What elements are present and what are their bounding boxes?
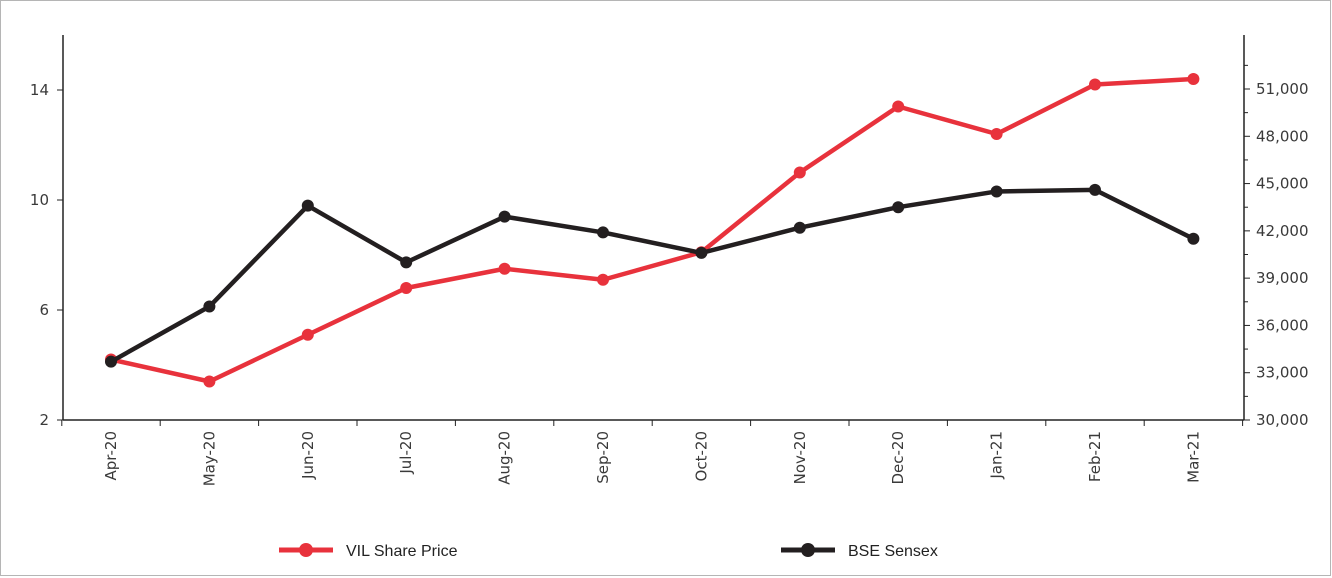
y-right-tick-label: 45,000: [1256, 175, 1309, 193]
data-point-sensex: [302, 200, 314, 212]
y-right-tick-label: 30,000: [1256, 411, 1309, 429]
legend: VIL Share Price BSE Sensex: [279, 543, 938, 560]
data-point-vil: [302, 329, 314, 341]
y-left-tick-label: 10: [30, 191, 49, 209]
x-tick-label: Aug-20: [496, 431, 514, 485]
x-tick-label: Jun-20: [299, 431, 317, 480]
data-point-vil: [1089, 79, 1101, 91]
data-point-sensex: [499, 211, 511, 223]
x-tick-label: Jan-21: [988, 431, 1006, 480]
data-point-vil: [794, 167, 806, 179]
data-point-sensex: [1089, 184, 1101, 196]
y-left-tick-label: 2: [39, 411, 49, 429]
data-point-sensex: [105, 356, 117, 368]
y-right-tick-label: 42,000: [1256, 222, 1309, 240]
data-point-sensex: [203, 301, 215, 313]
x-tick-label: Sep-20: [594, 431, 612, 484]
x-tick-label: May-20: [200, 431, 218, 486]
x-tick-label: Feb-21: [1086, 431, 1104, 482]
x-tick-label: Nov-20: [791, 431, 809, 484]
legend-item-vil: VIL Share Price: [279, 543, 458, 560]
x-tick-label: Apr-20: [102, 431, 120, 481]
y-left-tick-label: 14: [30, 81, 49, 99]
y-right-tick-label: 36,000: [1256, 316, 1309, 334]
x-tick-label: Jul-20: [397, 431, 415, 475]
data-point-vil: [400, 282, 412, 294]
data-point-sensex: [597, 226, 609, 238]
legend-label-vil: VIL Share Price: [346, 543, 458, 560]
y-right-tick-label: 51,000: [1256, 80, 1309, 98]
legend-swatch-marker: [801, 543, 815, 557]
series-line-sensex: [111, 190, 1193, 362]
series-line-vil: [111, 79, 1193, 382]
legend-item-sensex: BSE Sensex: [781, 543, 938, 560]
y-left-tick-label: 6: [39, 301, 49, 319]
x-tick-label: Mar-21: [1184, 431, 1202, 483]
data-point-vil: [1187, 73, 1199, 85]
y-right-tick-label: 33,000: [1256, 364, 1309, 382]
data-point-sensex: [794, 222, 806, 234]
x-tick-label: Dec-20: [889, 431, 907, 485]
data-point-sensex: [892, 201, 904, 213]
legend-swatch-marker: [299, 543, 313, 557]
data-point-sensex: [695, 247, 707, 259]
data-point-vil: [597, 274, 609, 286]
data-point-vil: [499, 263, 511, 275]
data-point-sensex: [400, 256, 412, 268]
data-point-vil: [892, 101, 904, 113]
y-right-tick-label: 48,000: [1256, 127, 1309, 145]
data-point-vil: [991, 128, 1003, 140]
series-lines: [105, 73, 1199, 388]
legend-label-sensex: BSE Sensex: [848, 543, 938, 560]
y-right-tick-label: 39,000: [1256, 269, 1309, 287]
data-point-sensex: [1187, 233, 1199, 245]
data-point-vil: [203, 376, 215, 388]
data-point-sensex: [991, 185, 1003, 197]
x-tick-label: Oct-20: [692, 431, 710, 481]
